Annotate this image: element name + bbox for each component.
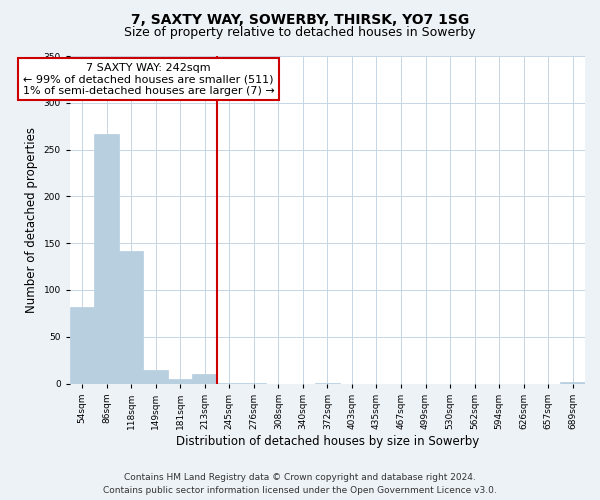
X-axis label: Distribution of detached houses by size in Sowerby: Distribution of detached houses by size …: [176, 434, 479, 448]
Bar: [70, 307, 94, 384]
Bar: [143, 370, 168, 384]
Text: Size of property relative to detached houses in Sowerby: Size of property relative to detached ho…: [124, 26, 476, 39]
Text: 7 SAXTY WAY: 242sqm
← 99% of detached houses are smaller (511)
1% of semi-detach: 7 SAXTY WAY: 242sqm ← 99% of detached ho…: [23, 62, 274, 96]
Bar: [119, 250, 143, 384]
Text: 7, SAXTY WAY, SOWERBY, THIRSK, YO7 1SG: 7, SAXTY WAY, SOWERBY, THIRSK, YO7 1SG: [131, 12, 469, 26]
Y-axis label: Number of detached properties: Number of detached properties: [25, 127, 38, 313]
Bar: [168, 379, 193, 384]
Bar: [94, 134, 119, 384]
Bar: [560, 382, 585, 384]
Bar: [242, 382, 266, 384]
Bar: [193, 374, 217, 384]
Bar: [217, 382, 242, 384]
Text: Contains HM Land Registry data © Crown copyright and database right 2024.
Contai: Contains HM Land Registry data © Crown c…: [103, 473, 497, 495]
Bar: [315, 382, 340, 384]
